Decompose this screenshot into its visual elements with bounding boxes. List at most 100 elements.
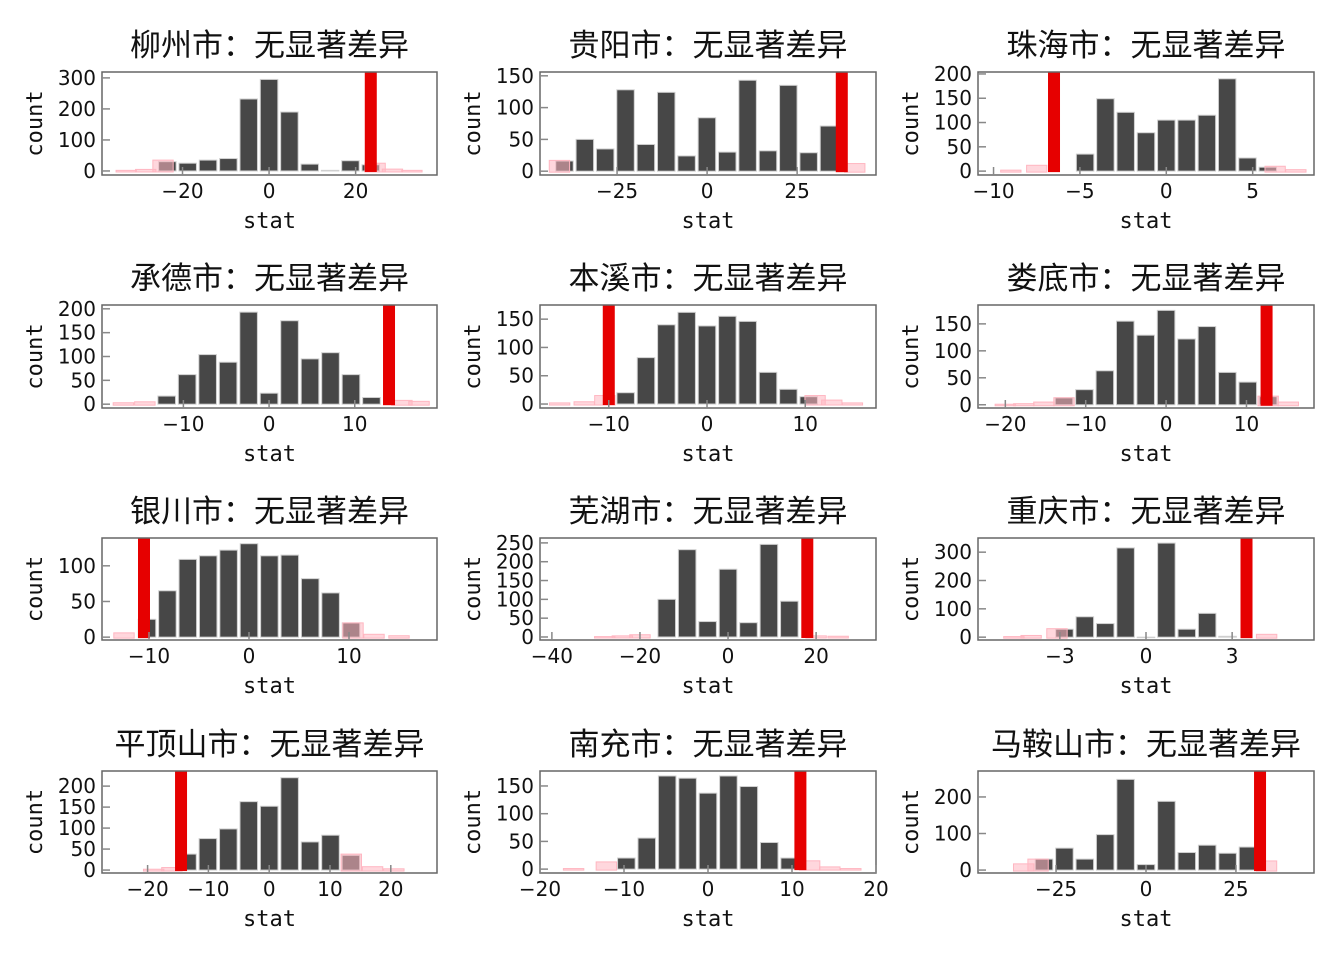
y-axis-label: count — [899, 556, 924, 622]
histogram-bar — [198, 159, 218, 172]
y-tick-label: 300 — [934, 540, 972, 564]
histogram-bar — [1116, 547, 1135, 638]
x-axis-label: stat — [1120, 674, 1173, 699]
histogram-bar — [1218, 371, 1237, 406]
y-tick-label: 200 — [496, 550, 534, 574]
panel-title: 承德市：无显著差异 — [130, 261, 409, 297]
histogram-bar — [718, 315, 737, 405]
x-tick-label: 25 — [1223, 877, 1248, 901]
histogram-bar — [758, 371, 778, 405]
x-tick-label: −10 — [187, 877, 229, 901]
null-distribution-bar — [340, 853, 362, 872]
null-distribution-bar — [1000, 169, 1022, 173]
y-tick-label: 100 — [496, 335, 534, 359]
y-tick-label: 100 — [496, 96, 534, 120]
x-axis-label: stat — [682, 674, 735, 699]
y-tick-label: 0 — [83, 392, 96, 416]
histogram-bar — [698, 621, 717, 638]
histogram-bar — [656, 91, 676, 172]
y-tick-label: 0 — [959, 159, 972, 183]
x-tick-label: −5 — [1065, 179, 1094, 203]
histogram-bar — [321, 834, 340, 871]
histogram-bar — [157, 395, 176, 405]
observed-stat-line — [1254, 771, 1267, 872]
y-axis-label: count — [461, 556, 486, 622]
histogram-bar — [739, 622, 758, 638]
x-tick-label: 20 — [378, 877, 403, 901]
histogram-panel: 马鞍山市：无显著差异 0 100 200 −25 0 25 stat count — [899, 727, 1315, 932]
histogram-bar — [719, 775, 738, 870]
null-distribution-bar — [548, 402, 571, 406]
y-tick-label: 200 — [934, 62, 972, 86]
histogram-bar — [1238, 157, 1257, 172]
y-tick-label: 100 — [934, 111, 972, 135]
x-tick-label: −10 — [128, 644, 170, 668]
y-tick-label: 50 — [509, 829, 534, 853]
histogram-bar — [259, 78, 279, 172]
y-tick-label: 200 — [934, 569, 972, 593]
plot-frame — [977, 71, 1315, 176]
null-distribution-bar — [381, 168, 404, 173]
panel-title: 芜湖市：无显著差异 — [569, 494, 848, 530]
observed-stat-line — [383, 305, 396, 406]
null-distribution-bar — [1277, 401, 1299, 407]
histogram-bar — [780, 600, 799, 638]
x-tick-label: 0 — [701, 179, 714, 203]
histogram-bar — [1157, 542, 1176, 638]
y-axis-label: count — [461, 90, 486, 156]
y-tick-label: 300 — [58, 66, 96, 90]
histogram-bar — [1177, 338, 1196, 406]
x-tick-label: 25 — [784, 179, 809, 203]
null-distribution-bar — [819, 866, 841, 871]
x-tick-label: 10 — [336, 644, 361, 668]
x-tick-label: 0 — [263, 179, 276, 203]
y-axis-label: count — [23, 556, 48, 622]
y-axis-label: count — [23, 323, 48, 389]
panel-title: 重庆市：无显著差异 — [1007, 494, 1286, 530]
x-tick-label: 20 — [803, 644, 828, 668]
y-tick-label: 50 — [947, 135, 972, 159]
x-tick-label: 10 — [317, 877, 342, 901]
histogram-bar — [177, 374, 197, 405]
y-tick-label: 0 — [521, 857, 534, 881]
y-tick-label: 100 — [58, 554, 96, 578]
y-tick-label: 100 — [934, 339, 972, 363]
y-tick-label: 50 — [947, 366, 972, 390]
x-tick-label: 10 — [779, 877, 804, 901]
histogram-panel: 娄底市：无显著差异 0 50 100 150 −20 −10 0 10 stat count — [899, 261, 1315, 467]
y-tick-label: 0 — [959, 625, 972, 649]
observed-stat-line — [801, 538, 814, 638]
histogram-bar — [1055, 847, 1074, 871]
y-axis-label: count — [899, 323, 924, 389]
y-tick-label: 200 — [934, 785, 972, 809]
histogram-bar — [1238, 381, 1258, 406]
x-tick-label: −10 — [972, 179, 1014, 203]
null-distribution-bar — [152, 159, 174, 173]
null-distribution-bar — [827, 635, 849, 639]
y-axis-label: count — [461, 323, 486, 389]
plot-frame — [977, 304, 1315, 409]
histogram-bar — [260, 555, 279, 638]
histogram-bar — [617, 857, 636, 870]
plot-frame — [539, 71, 877, 176]
y-tick-label: 50 — [71, 837, 96, 861]
y-tick-label: 0 — [521, 625, 534, 649]
x-tick-label: 0 — [1140, 877, 1153, 901]
null-distribution-bar — [112, 402, 135, 406]
histogram-bar — [758, 150, 778, 172]
observed-stat-line — [1260, 305, 1273, 406]
histogram-bar — [280, 554, 300, 638]
y-tick-label: 100 — [58, 816, 96, 840]
plot-frame — [977, 537, 1315, 641]
null-distribution-bar — [562, 868, 585, 871]
y-tick-label: 100 — [934, 822, 972, 846]
x-tick-label: −10 — [588, 412, 630, 436]
y-tick-label: 200 — [58, 97, 96, 121]
panel-title: 银川市：无显著差异 — [130, 494, 409, 530]
observed-stat-line — [175, 771, 188, 872]
histogram-bar — [259, 805, 279, 871]
x-axis-label: stat — [243, 209, 296, 234]
null-distribution-bar — [1053, 397, 1075, 407]
histogram-bar — [799, 152, 818, 172]
